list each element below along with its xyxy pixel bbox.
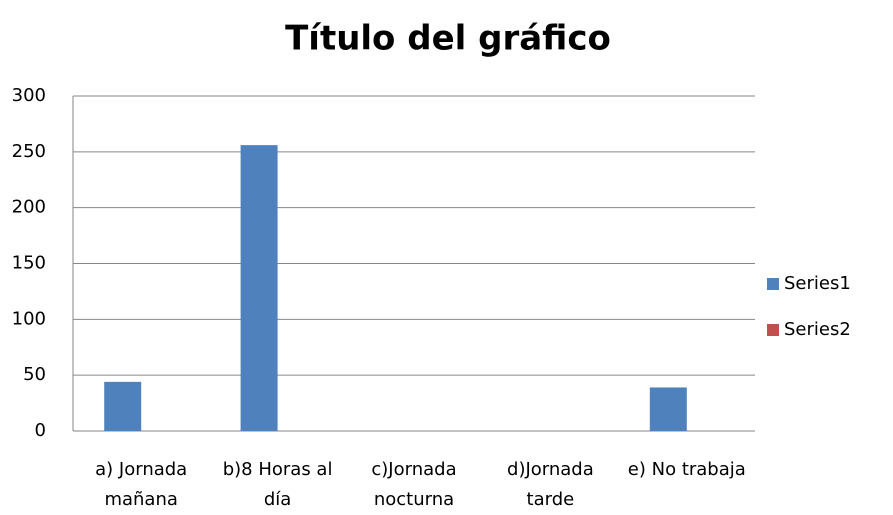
x-tick-label: c)Jornada nocturna <box>371 459 457 510</box>
x-tick-label: e) No trabaja <box>627 459 746 480</box>
y-tick-label: 0 <box>35 420 46 441</box>
y-tick-label: 150 <box>12 253 46 274</box>
y-tick-label: 300 <box>12 85 46 106</box>
y-tick-label: 200 <box>12 197 46 218</box>
bar <box>649 387 687 431</box>
legend-swatch <box>767 278 779 290</box>
x-tick-label: a) Jornada mañana <box>95 459 188 510</box>
x-tick-label: b)8 Horas al día <box>222 459 333 510</box>
chart-title: Título del gráfico <box>285 19 611 59</box>
y-tick-label: 50 <box>23 364 46 385</box>
y-tick-label: 100 <box>12 308 46 329</box>
x-tick-label: d)Jornada tarde <box>507 459 594 510</box>
legend-swatch <box>767 324 779 336</box>
bar <box>104 381 142 431</box>
y-tick-label: 250 <box>12 141 46 162</box>
legend-label: Series1 <box>784 273 851 294</box>
bar <box>240 145 278 431</box>
legend-label: Series2 <box>784 319 851 340</box>
